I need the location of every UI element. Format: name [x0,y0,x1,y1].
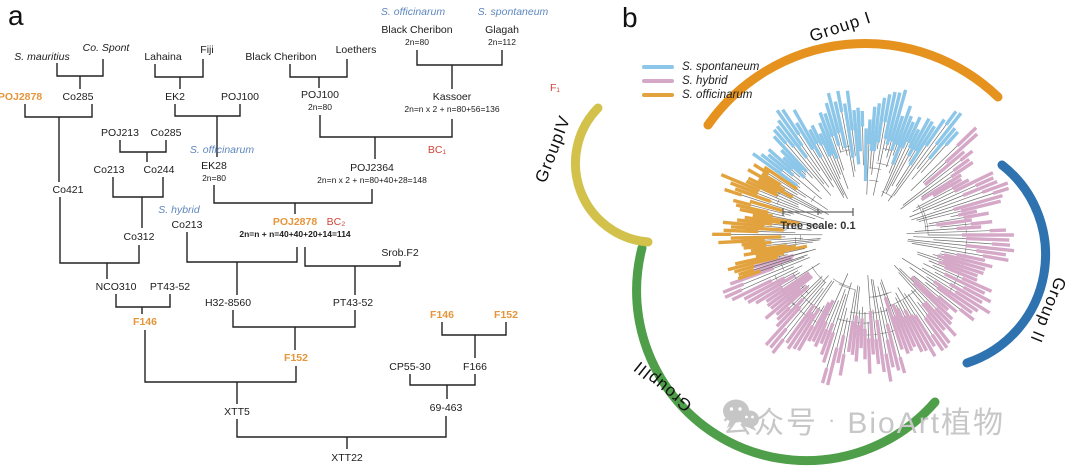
phylogenetic-tree: Group I Group II GroupIII GroupIV Tree s… [531,8,1070,466]
node-nco310: NCO310 [95,281,137,293]
node-lahaina: Lahaina [144,51,182,63]
node-s-hybrid: S. hybrid [158,204,200,216]
group-iii-label: GroupIII [630,357,696,415]
tree-branches [712,89,1015,386]
node-s-mauritius: S. mauritius [14,51,70,63]
node-poj2878-2: POJ2878 2n=n + n=40+40+20+14=114 [239,216,351,239]
group-iv-arc [571,103,653,247]
pedigree-link-12 [319,115,453,138]
legend-swatch [642,65,674,69]
node-f1: F₁ [550,82,560,94]
pedigree-link-24 [304,247,401,267]
pedigree-link-2 [154,59,204,78]
node-co213-1: Co213 [93,164,125,176]
panel-a-label: a [8,0,24,31]
pedigree-link-36 [236,416,447,438]
node-co421: Co421 [52,184,84,196]
pedigree-link-6 [416,50,503,66]
node-poj213: POJ213 [101,127,139,139]
legend-item-0: S. spontaneum [642,60,759,74]
pedigree-link-8 [24,104,93,118]
pedigree-link-20 [213,185,373,204]
legend-item-2: S. officinarum [642,88,759,102]
group-i-arc [703,38,1003,130]
pedigree-link-14 [119,140,167,153]
node-f152-1: F152 [284,352,308,364]
node-co213-2: Co213 [171,219,203,231]
node-ek2: EK2 [165,91,185,103]
node-f146-2: F146 [430,309,454,321]
node-srob-f2: Srob.F2 [381,247,419,259]
pedigree-link-10 [174,104,241,117]
wechat-icon [723,399,759,431]
node-co-spont: Co. Spont [82,42,130,54]
tree-scale-bar [782,208,854,216]
node-cp55-30: CP55-30 [389,361,431,373]
node-69-463: 69-463 [429,402,463,414]
pedigree-link-22 [186,232,298,263]
node-f146-1: F146 [133,316,157,328]
node-xtt5: XTT5 [224,406,250,418]
node-black-cheribon-1: Black Cheribon [245,51,317,63]
legend-label: S. spontaneum [682,61,760,73]
node-co285-2: Co285 [150,127,182,139]
node-poj2878-1: POJ2878 [0,91,43,103]
pedigree-link-30 [144,330,297,383]
legend-swatch [642,93,674,97]
node-f166: F166 [463,361,487,373]
node-bc1: BC₁ [427,144,447,156]
node-s-officinarum-top: S. officinarum [380,6,446,18]
node-xtt22: XTT22 [331,452,363,464]
pedigree-link-32 [441,322,507,336]
watermark-brand: BioArt植物 [847,407,1006,440]
pedigree-connector-lines [24,50,507,449]
pedigree-link-16 [112,177,164,198]
legend-item-1: S. hybrid [642,74,759,88]
node-pt43-52-1: PT43-52 [149,281,191,293]
pedigree-link-18 [59,197,140,264]
node-co285-1: Co285 [62,91,94,103]
legend-label: S. hybrid [682,75,728,87]
node-s-spontaneum-top: S. spontaneum [477,6,549,18]
legend: S. spontaneum S. hybrid S. officinarum [642,60,759,102]
node-pt43-52-2: PT43-52 [332,297,374,309]
panel-b-label: b [622,2,638,33]
group-iii-arc [632,243,940,466]
pedigree-link-34 [409,374,476,386]
node-bc2: BC₂ [326,216,346,228]
watermark: 公众号 · BioArt植物 [722,398,1005,442]
watermark-separator: · [828,407,838,432]
node-s-officinarum-mid: S. officinarum [189,144,255,156]
tree-scale-label: Tree scale: 0.1 [780,220,855,232]
group-iv-label: GroupIV [531,113,574,185]
legend-swatch [642,79,674,83]
node-co312: Co312 [123,231,155,243]
pedigree-link-26 [115,294,171,308]
node-kassoer: Kassoer 2n=n x 2 + n=80+56=136 [404,91,500,114]
pedigree-link-28 [232,310,356,328]
node-loethers: Loethers [335,44,377,56]
node-fiji: Fiji [200,44,214,56]
node-ek28: EK28 2n=80 [201,160,227,183]
legend-label: S. officinarum [682,89,753,101]
node-poj100-1: POJ100 [221,91,259,103]
node-poj2364: POJ2364 2n=n x 2 + n=80+40+28=148 [317,162,427,185]
node-black-cheribon-2: Black Cheribon 2n=80 [381,24,453,47]
node-f152-2: F152 [494,309,518,321]
node-co244: Co244 [143,164,175,176]
node-h32-8560: H32-8560 [204,297,252,309]
group-ii-arc [962,160,1051,368]
node-glagah: Glagah 2n=112 [485,24,519,47]
node-poj100-2: POJ100 2n=80 [301,89,339,112]
